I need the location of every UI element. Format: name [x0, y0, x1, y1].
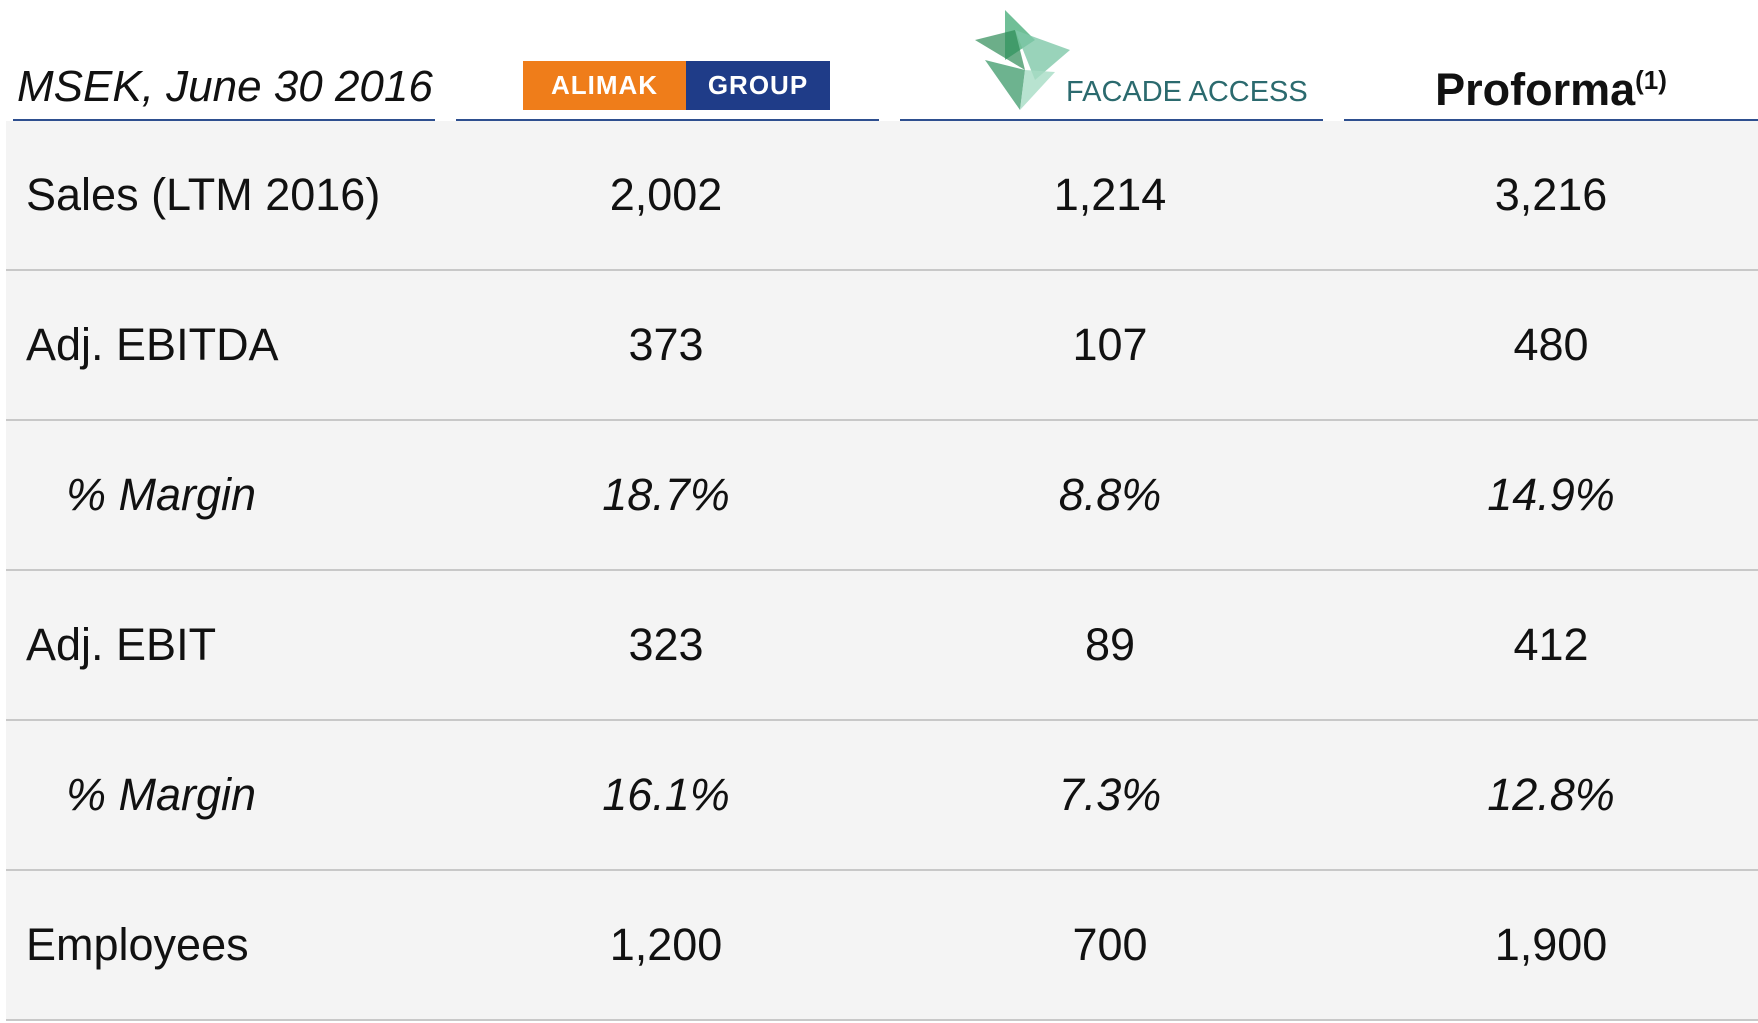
row-value: 14.9% [1487, 469, 1615, 520]
table-row: % Margin 18.7% 8.8% 14.9% [6, 421, 1758, 571]
row-label: % Margin [66, 469, 257, 520]
row-value: 7.3% [1058, 769, 1162, 820]
unit-label: MSEK, June 30 2016 [17, 62, 433, 111]
row-value: 480 [1513, 319, 1589, 370]
proforma-label: Proforma [1435, 64, 1636, 115]
row-label: % Margin [66, 769, 257, 820]
table-row: Employees 1,200 700 1,900 [6, 871, 1758, 1021]
row-value: 16.1% [602, 769, 730, 820]
row-value: 373 [628, 319, 704, 370]
row-label: Adj. EBITDA [26, 319, 279, 370]
row-value: 1,200 [609, 919, 723, 970]
table-row: Adj. EBIT 323 89 412 [6, 571, 1758, 721]
row-value: 8.8% [1058, 469, 1162, 520]
row-value: 18.7% [602, 469, 730, 520]
row-label: Adj. EBIT [26, 619, 217, 670]
table-row: % Margin 16.1% 7.3% 12.8% [6, 721, 1758, 871]
row-value: 1,214 [1053, 169, 1167, 220]
row-value: 323 [628, 619, 704, 670]
row-value: 2,002 [609, 169, 723, 220]
proforma-header: Proforma(1) [1344, 64, 1758, 116]
row-value: 700 [1072, 919, 1148, 970]
row-value: 3,216 [1494, 169, 1608, 220]
alimak-logo: ALIMAK GROUP [523, 61, 830, 110]
header-rule [13, 119, 435, 122]
table-row: Adj. EBITDA 373 107 480 [6, 271, 1758, 421]
facade-logo-text: FACADE ACCESS [1066, 76, 1308, 108]
row-value: 412 [1513, 619, 1589, 670]
row-label: Sales (LTM 2016) [26, 169, 381, 220]
header-rule [456, 119, 879, 122]
proforma-note: (1) [1635, 65, 1667, 95]
alimak-logo-part1: ALIMAK [523, 61, 686, 110]
row-value: 89 [1084, 619, 1136, 670]
row-value: 12.8% [1487, 769, 1615, 820]
facade-icon [975, 10, 1070, 110]
header-rule [900, 119, 1323, 122]
alimak-logo-part2: GROUP [686, 61, 830, 110]
row-value: 107 [1072, 319, 1148, 370]
header-rule [1344, 119, 1758, 122]
table-row: Sales (LTM 2016) 2,002 1,214 3,216 [6, 121, 1758, 271]
row-label: Employees [26, 919, 249, 970]
row-value: 1,900 [1494, 919, 1608, 970]
